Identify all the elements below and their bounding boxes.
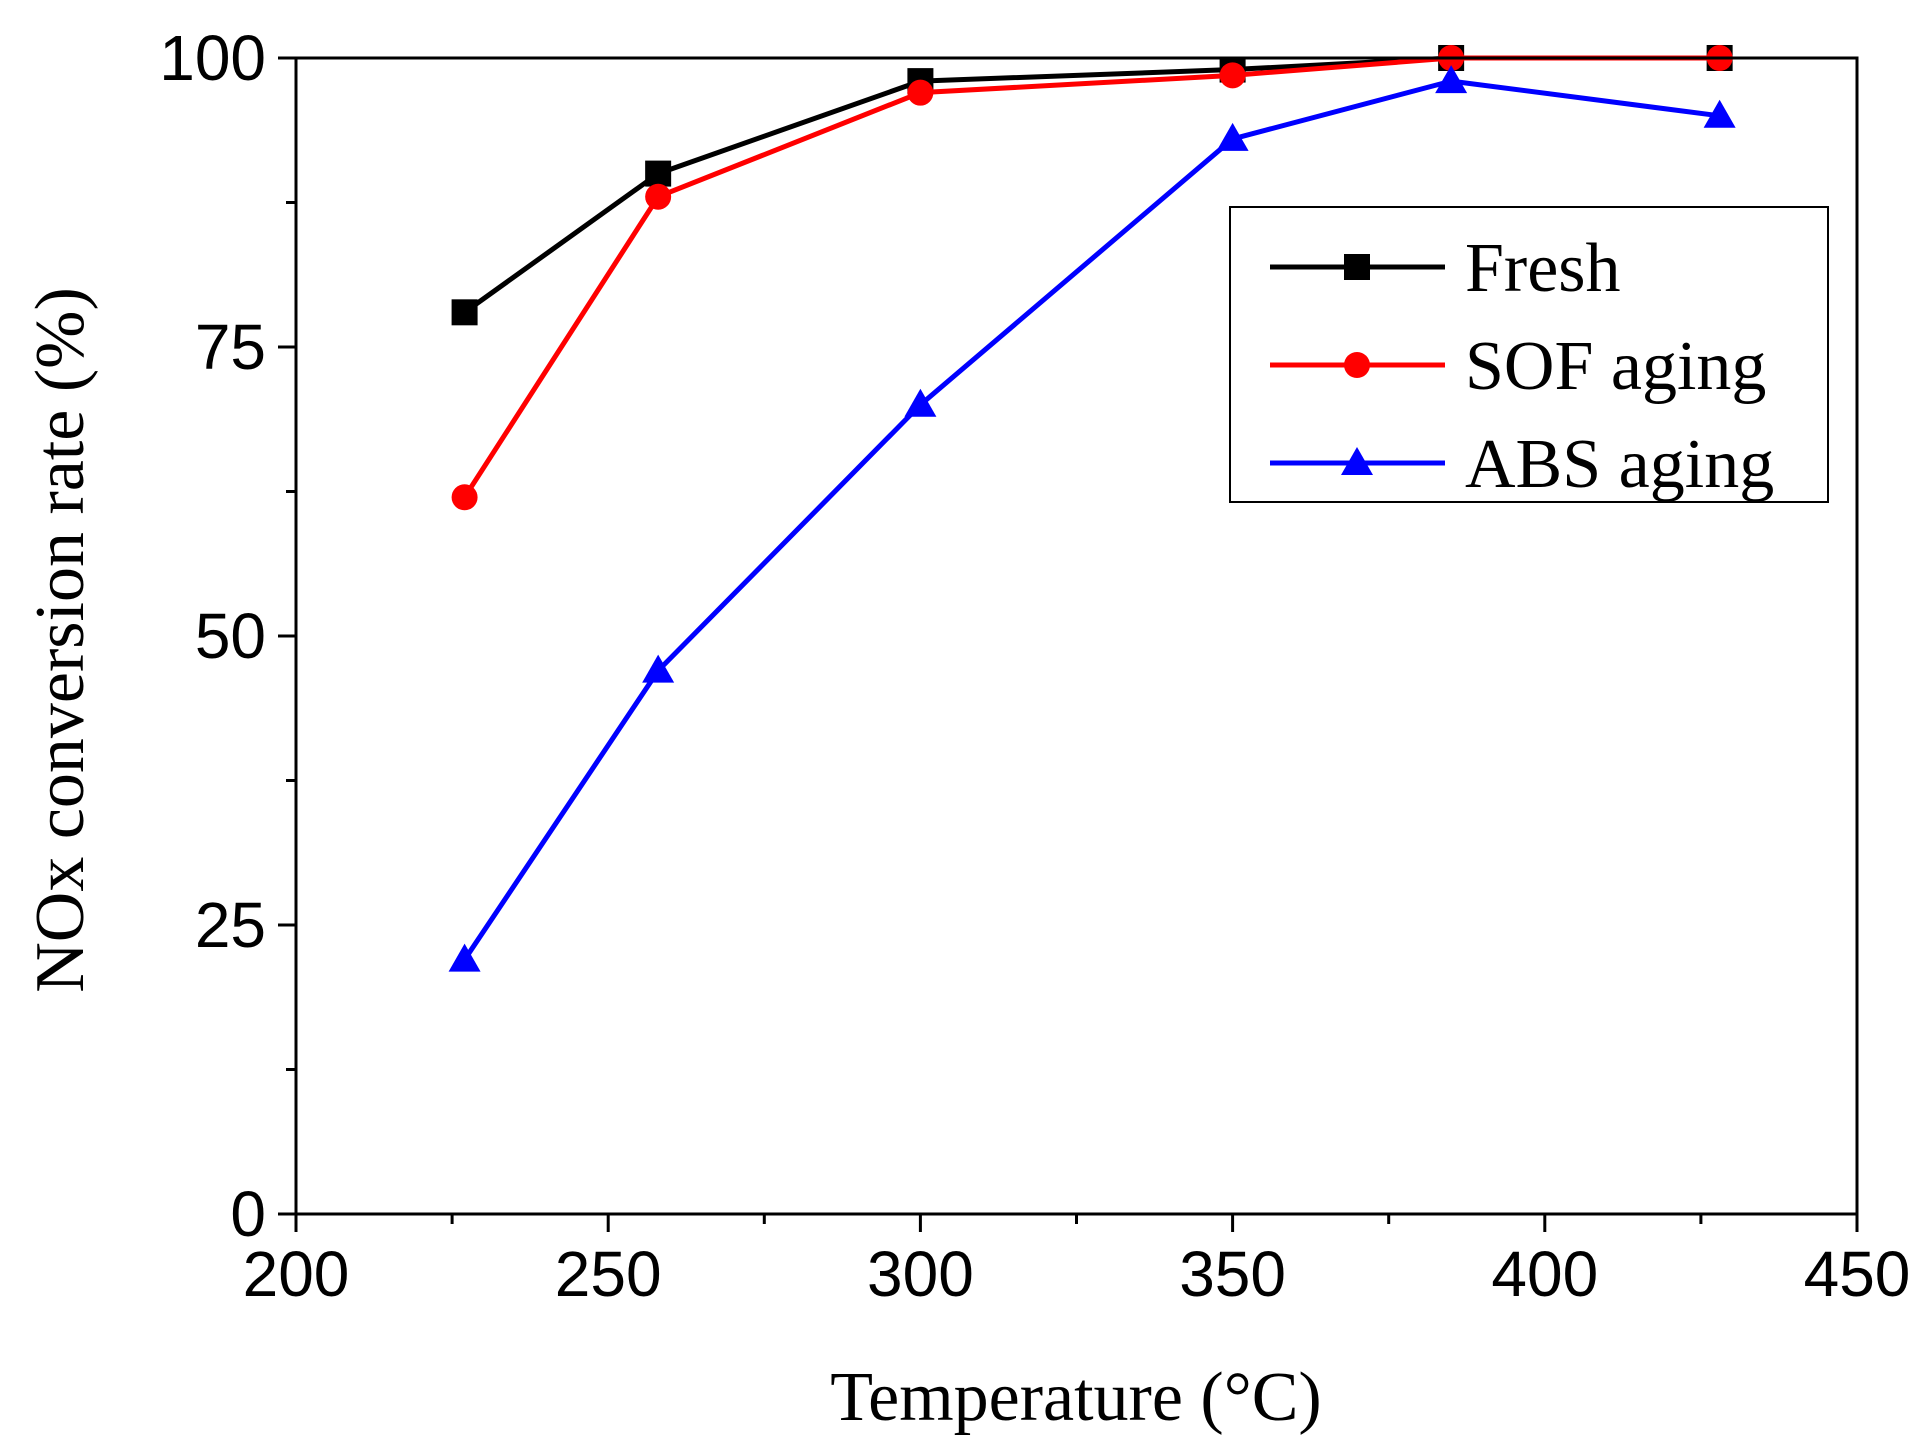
y-tick-label: 100 bbox=[159, 22, 266, 94]
x-axis-title: Temperature (°C) bbox=[830, 1359, 1321, 1436]
legend-label-abs-aging: ABS aging bbox=[1465, 426, 1774, 503]
data-point-sof-aging bbox=[451, 484, 478, 511]
legend-marker-sof-aging bbox=[1344, 352, 1370, 378]
x-tick-label: 350 bbox=[1179, 1238, 1286, 1310]
data-point-abs-aging bbox=[642, 654, 675, 683]
data-point-abs-aging bbox=[904, 388, 937, 417]
legend-label-fresh: Fresh bbox=[1465, 230, 1621, 307]
x-tick-label: 400 bbox=[1491, 1238, 1598, 1310]
legend-box bbox=[1229, 206, 1829, 503]
data-point-sof-aging bbox=[1219, 62, 1246, 89]
legend: Fresh SOF aging ABS aging bbox=[1229, 206, 1829, 503]
data-point-fresh bbox=[451, 299, 478, 326]
series-line-abs-aging bbox=[462, 78, 1720, 962]
y-tick-label: 0 bbox=[230, 1178, 266, 1250]
data-point-abs-aging bbox=[1703, 99, 1736, 128]
data-point-sof-aging bbox=[907, 79, 934, 106]
data-point-abs-aging bbox=[1435, 65, 1468, 94]
data-point-abs-aging bbox=[448, 943, 481, 972]
data-point-sof-aging bbox=[645, 183, 672, 210]
data-point-abs-aging bbox=[1216, 122, 1249, 151]
x-tick-label: 450 bbox=[1804, 1238, 1911, 1310]
legend-label-sof-aging: SOF aging bbox=[1465, 328, 1766, 405]
y-tick-label: 25 bbox=[195, 889, 266, 961]
series-abs-aging bbox=[448, 65, 1736, 972]
y-tick-label: 75 bbox=[195, 311, 266, 383]
y-axis-title: NOx conversion rate (%) bbox=[22, 287, 99, 993]
series-layer bbox=[448, 45, 1736, 972]
legend-marker-fresh bbox=[1344, 254, 1370, 280]
x-tick-label: 300 bbox=[867, 1238, 974, 1310]
y-tick-label: 50 bbox=[195, 600, 266, 672]
legend-marker-abs-aging bbox=[1341, 447, 1373, 475]
x-tick-label: 200 bbox=[243, 1238, 350, 1310]
x-axis: 200 250 300 350 400 450 bbox=[243, 1214, 1911, 1310]
y-axis: 0 25 50 75 100 bbox=[159, 22, 296, 1250]
data-point-fresh bbox=[645, 160, 672, 187]
x-tick-label: 250 bbox=[555, 1238, 662, 1310]
